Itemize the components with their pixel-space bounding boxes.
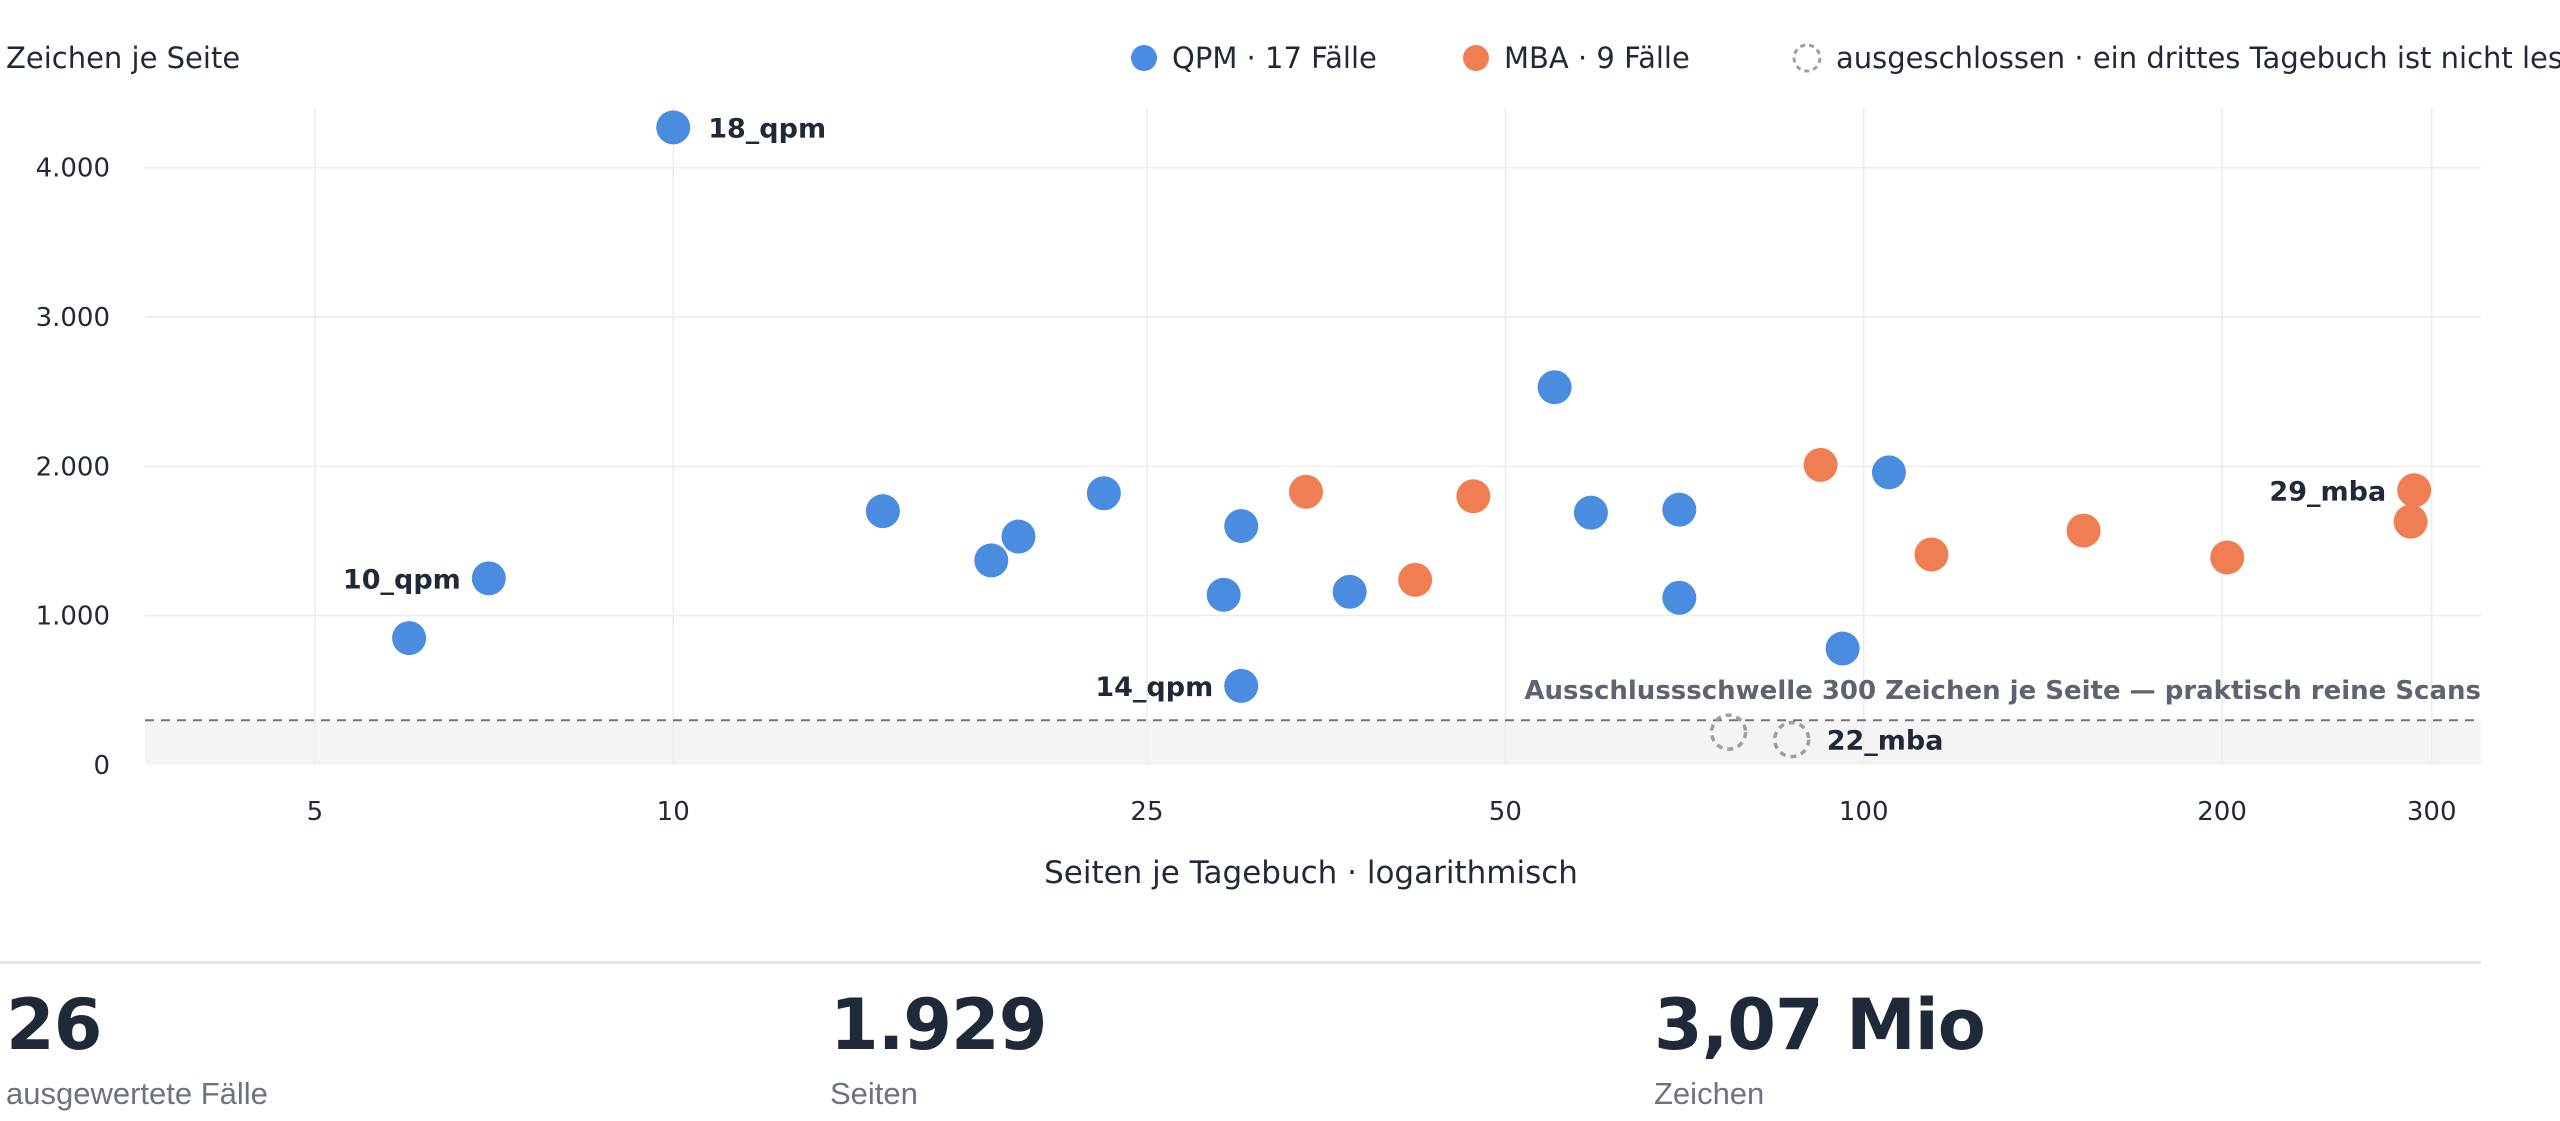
mba-point	[2066, 513, 2101, 548]
mba-point	[2210, 540, 2245, 575]
x-axis-ticks: 5 10 25 50 100 200 300	[307, 797, 2457, 827]
kpi-pages-value: 1.929	[830, 984, 1047, 1066]
qpm-point	[974, 543, 1009, 578]
y-tick-label: 2.000	[36, 452, 110, 482]
y-tick-label: 1.000	[36, 602, 110, 632]
mba-point	[2393, 504, 2428, 539]
y-tick-label: 3.000	[36, 303, 110, 333]
kpi-characters: 3,07 Mio Zeichen	[1654, 984, 1986, 1112]
mba-point	[1456, 479, 1491, 514]
kpi-pages: 1.929 Seiten	[830, 984, 1047, 1112]
point-label: 22_mba	[1827, 726, 1944, 757]
qpm-point	[1086, 476, 1121, 511]
mba-point	[1398, 562, 1433, 597]
x-tick-label: 50	[1489, 797, 1522, 827]
qpm-point	[1825, 631, 1860, 666]
data-points	[392, 110, 2432, 759]
point-labels: 10_qpm 18_qpm 14_qpm 29_mba 22_mba	[343, 113, 2386, 756]
qpm-point	[1224, 509, 1259, 544]
exclusion-zone	[145, 720, 2481, 765]
qpm-point	[656, 110, 691, 145]
y-tick-label: 0	[93, 751, 110, 781]
grid	[145, 108, 2481, 765]
qpm-point	[392, 621, 427, 656]
x-axis-title: Seiten je Tagebuch · logarithmisch	[1044, 855, 1578, 891]
qpm-point	[865, 494, 900, 529]
excluded-point	[1772, 720, 1811, 759]
qpm-point	[471, 561, 506, 596]
legend-excluded-label: ausgeschlossen · ein drittes Tagebuch is…	[1836, 41, 2560, 75]
kpi-cases: 26 ausgewertete Fälle	[6, 990, 268, 1112]
legend-qpm-marker	[1131, 45, 1157, 71]
qpm-point	[1224, 668, 1259, 703]
legend: QPM · 17 Fälle MBA · 9 Fälle ausgeschlos…	[1131, 41, 2560, 75]
point-label: 14_qpm	[1095, 672, 1213, 703]
kpi-cases-label: ausgewertete Fälle	[6, 1076, 268, 1111]
legend-excluded-marker	[1792, 43, 1822, 73]
qpm-point	[1573, 495, 1608, 530]
x-tick-label: 200	[2197, 797, 2247, 827]
qpm-point	[1662, 492, 1697, 527]
qpm-point	[1537, 370, 1572, 405]
y-tick-label: 4.000	[36, 154, 110, 184]
qpm-point	[1871, 455, 1906, 490]
x-tick-label: 300	[2407, 797, 2457, 827]
kpi-cases-value: 26	[6, 984, 102, 1066]
divider	[0, 961, 2481, 964]
kpi-characters-label: Zeichen	[1654, 1076, 1765, 1111]
threshold-label: Ausschlussschwelle 300 Zeichen je Seite …	[1524, 676, 2481, 706]
y-axis-ticks: 0 1.000 2.000 3.000 4.000	[36, 154, 110, 781]
kpi-characters-value: 3,07 Mio	[1654, 984, 1986, 1066]
x-tick-label: 25	[1130, 797, 1163, 827]
excluded-point	[1709, 713, 1748, 751]
y-axis-title: Zeichen je Seite	[6, 41, 240, 75]
legend-mba-label: MBA · 9 Fälle	[1504, 41, 1690, 75]
qpm-point	[1662, 580, 1697, 615]
scatter-chart: Zeichen je Seite QPM · 17 Fälle MBA · 9 …	[6, 41, 2560, 891]
mba-point	[1914, 537, 1949, 572]
point-label: 29_mba	[2269, 476, 2386, 507]
qpm-point	[1001, 519, 1036, 554]
x-tick-label: 10	[657, 797, 690, 827]
mba-point	[2397, 473, 2432, 508]
x-tick-label: 100	[1839, 797, 1889, 827]
qpm-point	[1206, 577, 1241, 612]
point-label: 18_qpm	[708, 113, 826, 144]
x-tick-label: 5	[307, 797, 324, 827]
legend-mba-marker	[1463, 45, 1489, 71]
mba-point	[1288, 474, 1323, 509]
qpm-point	[1332, 574, 1367, 609]
legend-qpm-label: QPM · 17 Fälle	[1172, 41, 1377, 75]
mba-point	[1803, 447, 1838, 482]
kpi-pages-label: Seiten	[830, 1076, 918, 1111]
point-label: 10_qpm	[343, 564, 461, 595]
